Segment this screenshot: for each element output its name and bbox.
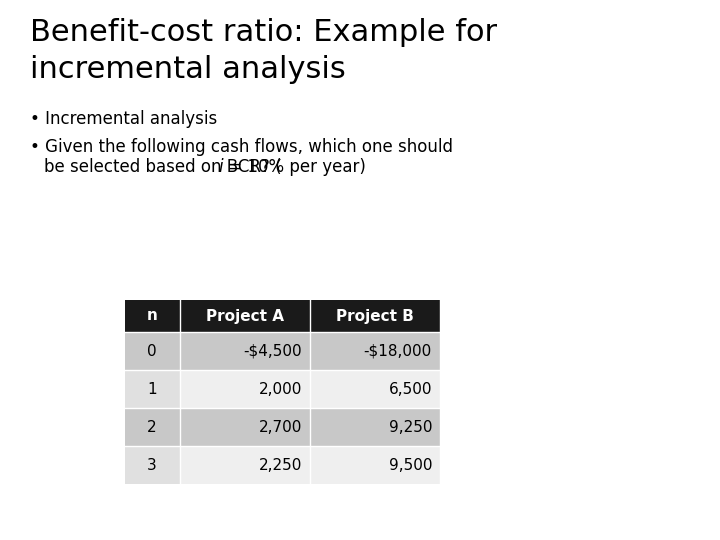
Text: • Incremental analysis: • Incremental analysis — [30, 110, 217, 128]
Text: 0: 0 — [147, 343, 157, 359]
Text: Project A: Project A — [206, 308, 284, 323]
Text: 2,700: 2,700 — [258, 420, 302, 435]
Text: 3: 3 — [147, 457, 157, 472]
Text: incremental analysis: incremental analysis — [30, 55, 346, 84]
Text: 6,500: 6,500 — [389, 381, 432, 396]
Text: Benefit-cost ratio: Example for: Benefit-cost ratio: Example for — [30, 18, 497, 47]
Text: Project B: Project B — [336, 308, 414, 323]
Text: 9,500: 9,500 — [389, 457, 432, 472]
Text: -$4,500: -$4,500 — [243, 343, 302, 359]
Text: 9,250: 9,250 — [389, 420, 432, 435]
Text: 2: 2 — [147, 420, 157, 435]
Text: -$18,000: -$18,000 — [364, 343, 432, 359]
Text: 1: 1 — [147, 381, 157, 396]
Text: 2,000: 2,000 — [258, 381, 302, 396]
Text: 2,250: 2,250 — [258, 457, 302, 472]
Text: = 10% per year): = 10% per year) — [223, 158, 366, 176]
Text: • Given the following cash flows, which one should: • Given the following cash flows, which … — [30, 138, 453, 156]
Text: n: n — [147, 308, 158, 323]
Text: i: i — [218, 158, 222, 176]
Text: be selected based on BCR? (: be selected based on BCR? ( — [44, 158, 282, 176]
